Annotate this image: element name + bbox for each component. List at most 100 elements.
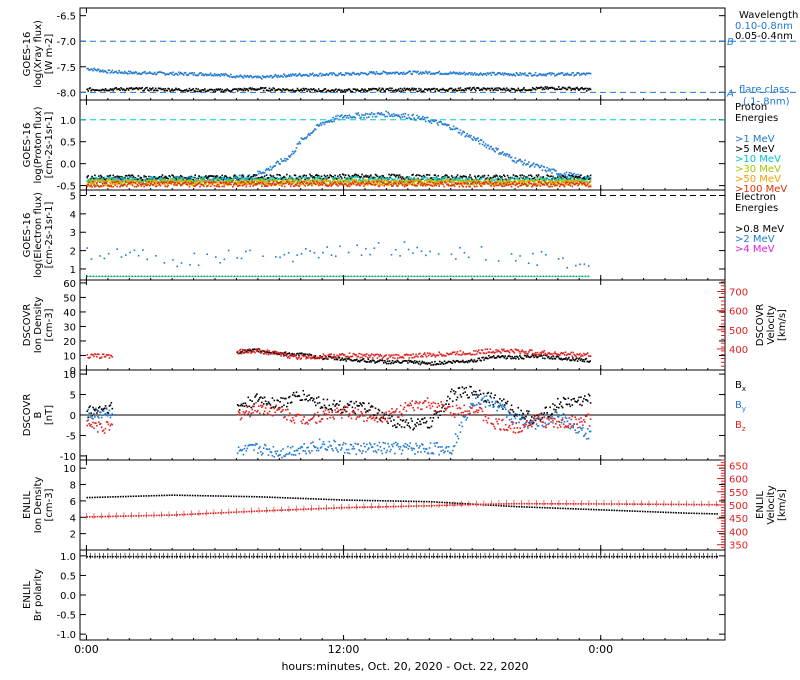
data-point <box>540 164 543 167</box>
data-point <box>560 181 563 184</box>
data-point <box>443 181 445 183</box>
data-point <box>514 184 517 187</box>
data-point <box>484 87 487 90</box>
data-point <box>432 120 435 122</box>
data-point <box>443 360 446 363</box>
data-point <box>226 179 228 181</box>
data-point <box>369 88 372 90</box>
data-point <box>281 177 283 180</box>
data-point <box>167 182 170 185</box>
data-point <box>368 176 370 179</box>
data-point <box>326 89 329 92</box>
data-point <box>322 74 325 76</box>
legend-title: Wavelength <box>739 10 798 21</box>
data-point <box>412 113 414 116</box>
data-point <box>522 184 524 186</box>
data-point <box>557 181 559 184</box>
data-point <box>239 352 241 354</box>
data-point <box>338 357 341 359</box>
data-point <box>212 175 215 178</box>
data-point <box>321 73 324 76</box>
data-point <box>438 178 440 180</box>
data-point <box>206 185 208 188</box>
data-point <box>451 72 454 74</box>
data-point <box>360 180 362 182</box>
data-point <box>247 181 250 183</box>
data-point <box>99 357 102 359</box>
data-point <box>479 182 482 184</box>
y-tick-label: 4 <box>70 210 76 221</box>
data-point <box>145 183 147 186</box>
data-point <box>283 177 285 180</box>
data-point <box>190 175 193 178</box>
data-point <box>129 87 132 90</box>
data-point <box>303 138 305 140</box>
data-point <box>331 184 333 186</box>
data-point <box>305 137 307 140</box>
data-point <box>210 178 213 181</box>
data-point <box>192 180 195 183</box>
data-point <box>562 181 565 184</box>
data-point <box>527 185 529 187</box>
data-point <box>169 72 171 74</box>
data-point <box>410 177 413 180</box>
data-point <box>228 180 230 182</box>
data-point <box>509 355 511 358</box>
data-point <box>514 74 517 77</box>
data-point <box>574 183 576 186</box>
data-point <box>393 361 396 364</box>
data-point <box>506 178 509 181</box>
data-point <box>132 71 135 74</box>
data-point <box>263 175 266 177</box>
data-point <box>216 181 219 184</box>
data-point <box>395 361 398 364</box>
data-point <box>270 75 273 77</box>
data-point <box>143 185 145 188</box>
data-point <box>425 71 428 74</box>
data-point <box>588 184 591 187</box>
data-point <box>256 180 258 183</box>
data-point <box>537 183 540 186</box>
data-point <box>569 179 572 182</box>
data-point <box>170 89 172 92</box>
data-point <box>222 176 224 179</box>
data-point <box>141 179 143 182</box>
data-point <box>565 88 568 91</box>
data-point <box>449 87 452 90</box>
data-point <box>350 116 353 119</box>
data-point <box>235 183 238 185</box>
data-point <box>380 89 383 91</box>
data-point <box>355 184 358 186</box>
data-point <box>503 72 506 74</box>
data-point <box>568 182 571 184</box>
data-point <box>570 180 573 182</box>
y-tick-label: 60 <box>63 279 76 290</box>
data-point <box>221 88 224 91</box>
data-point <box>273 184 276 187</box>
data-point <box>532 252 534 255</box>
data-point <box>450 253 453 256</box>
data-point <box>525 178 527 180</box>
data-point <box>149 181 151 183</box>
data-point <box>508 154 511 156</box>
data-point <box>250 178 252 180</box>
data-point <box>187 178 190 181</box>
data-point <box>478 179 481 182</box>
data-point <box>424 176 427 179</box>
data-point <box>533 88 536 90</box>
data-point <box>440 178 442 181</box>
data-point <box>452 178 455 181</box>
data-point <box>314 180 316 182</box>
data-point <box>577 88 579 90</box>
data-point <box>532 180 535 183</box>
data-point <box>324 88 327 90</box>
data-point <box>320 90 323 93</box>
data-point <box>226 74 228 76</box>
data-point <box>314 128 316 130</box>
data-point <box>466 361 469 364</box>
data-point <box>492 89 494 92</box>
data-point <box>220 176 223 179</box>
data-point <box>127 181 130 183</box>
data-point <box>316 178 319 181</box>
data-point <box>349 89 352 92</box>
